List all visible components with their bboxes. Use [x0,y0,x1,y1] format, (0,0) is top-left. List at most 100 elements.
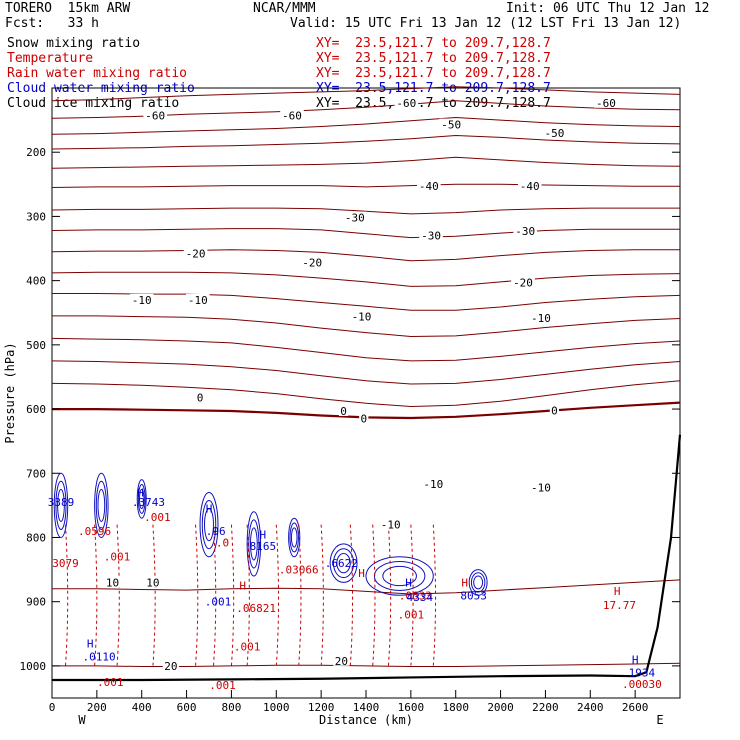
rain-contour [212,524,217,666]
isotherm-label-bg [144,576,162,588]
contour-annotation: 3079 [52,557,79,570]
isotherm-label-bg [529,311,553,323]
isotherm-label: -50 [544,127,564,140]
isotherm-label-bg [513,225,538,237]
isotherm-label-bg [394,96,419,108]
center-title: NCAR/MMM [253,1,316,16]
contour-annotation: .001 [144,511,171,524]
isotherm-label: -20 [302,257,322,270]
isotherm-label-bg [129,293,154,305]
contour-annotation: 8165 [250,540,277,553]
isotherm-label: 20 [335,655,348,668]
x-tick-label: 1000 [263,701,290,714]
isotherm-label-bg [439,118,464,130]
isotherm-line [51,86,681,102]
cloud-water-contour [95,480,107,530]
y-tick-label: 400 [26,275,46,288]
cloud-water-contour [468,569,488,596]
isotherm-line [52,315,681,338]
rain-contour [410,524,414,666]
isotherm-line [51,134,681,150]
y-tick-label: 600 [26,403,46,416]
cloud-water-contour [332,548,355,579]
contour-annotation: H [405,576,412,589]
y-tick-label: 200 [26,146,46,159]
isotherm-label: 0 [197,391,204,404]
isotherm-line [51,116,681,135]
isotherm-label-bg [511,276,535,288]
y-tick-label: 900 [26,596,46,609]
rain-contour [152,524,156,666]
contour-annotation: H [614,585,621,598]
rain-contour [320,524,324,666]
valid-time: Valid: 15 UTC Fri 13 Jan 12 (12 LST Fri … [290,16,682,31]
isotherm-label: -10 [188,294,208,307]
contour-annotation: .001 [209,679,236,692]
isotherm-label-bg [195,391,205,403]
cloud-water-contour [94,472,109,538]
isotherm-label-bg [419,229,443,241]
y-tick-label: 300 [26,210,46,223]
isotherm-label: 0 [551,404,558,417]
isotherm-label-bg [378,518,403,530]
cloud-water-contour [249,527,258,561]
contour-annotation: 8053 [460,589,487,602]
cloud-water-contour [336,553,351,574]
x-tick-label: 2600 [622,701,649,714]
cloud-water-contour [470,572,486,593]
x-tick-label: 2000 [487,701,514,714]
isotherm-label-bg [342,211,367,223]
isotherm-line [52,293,681,311]
model-title: TORERO 15km ARW [5,1,131,16]
contour-annotation: H [239,580,246,593]
isotherm-label-bg [183,247,208,259]
contour-annotation: .06821 [236,602,276,615]
legend-xy: XY= 23.5,121.7 to 209.7,128.7 [316,36,551,51]
isotherm-label: -40 [419,180,439,193]
isotherm-label-bg [185,293,210,305]
contour-annotation: H [260,528,267,541]
isotherm-label: -10 [352,311,372,324]
contour-annotation: H [137,487,144,500]
cloud-water-contour [473,575,484,590]
contour-annotation: 3389 [48,496,75,509]
isotherm-label: -60 [396,97,416,110]
y-tick-label: 800 [26,531,46,544]
contour-annotation: .0633 [399,589,432,602]
cloud-water-contour [248,519,260,569]
cloud-water-contour [365,556,434,596]
x-tick-label: 800 [221,701,241,714]
cloud-water-contour [246,511,262,577]
x-tick-label: 400 [132,701,152,714]
isotherm-line [51,249,680,262]
isotherm-label: 10 [106,576,119,589]
x-tick-label: 2400 [577,701,604,714]
isotherm-label: -30 [515,225,535,238]
isotherm-label: -40 [520,180,540,193]
x-tick-label: 1200 [308,701,335,714]
contour-annotation: H [461,576,468,589]
isotherm-label: 0 [360,413,367,426]
rain-contour [230,524,235,666]
contour-annotation: .0 [216,537,229,550]
legend-label: Rain water mixing ratio [7,66,188,81]
isotherm-label: -10 [423,478,443,491]
isotherm-label: -30 [345,212,365,225]
isotherm-label-bg [549,404,559,416]
isotherm-label-bg [421,478,446,490]
y-axis-label: Pressure (hPa) [3,342,17,443]
legend-label: Cloud ice mixing ratio [7,96,180,111]
isotherm-label: -60 [596,97,616,110]
isotherm-line [51,183,680,188]
legend-label: Snow mixing ratio [7,36,141,51]
isotherm-label: 20 [164,660,177,673]
contour-annotation: .3743 [132,496,165,509]
cloud-water-contour [382,565,417,587]
isotherm-line [51,360,681,385]
x-axis-label: Distance (km) [319,713,413,727]
isotherm-label-bg [594,96,618,108]
forecast-hour: Fcst: 33 h [5,16,99,31]
isotherm-label-bg [162,659,180,671]
isotherm-label-bg [280,109,304,121]
isotherm-label-bg [417,180,441,192]
